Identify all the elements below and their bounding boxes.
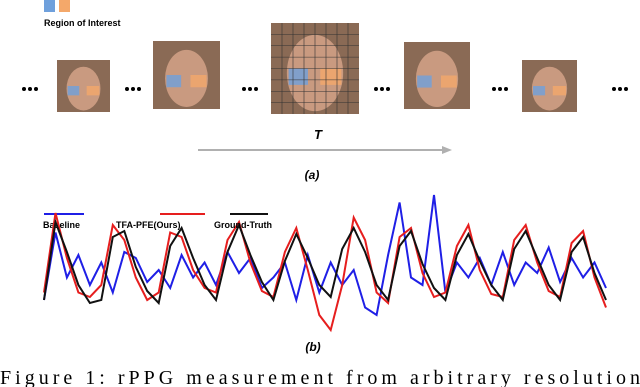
ellipsis-dot — [618, 87, 622, 91]
face — [165, 49, 208, 107]
face — [415, 50, 459, 107]
roi-label: Region of Interest — [44, 18, 121, 28]
caption: Figure 1: rPPG measurement from arbitrar… — [0, 367, 640, 387]
face-frames — [22, 23, 628, 114]
ellipsis-dot — [28, 87, 32, 91]
roi-swatch — [44, 0, 55, 12]
signal-line — [43, 194, 607, 317]
roi — [552, 86, 566, 96]
face — [66, 66, 101, 111]
ellipsis-dot — [504, 87, 508, 91]
ellipsis-dot — [374, 87, 378, 91]
ellipsis-dot — [386, 87, 390, 91]
ellipsis-dot — [612, 87, 616, 91]
signal-line — [43, 218, 607, 306]
legend-label: Ground-Truth — [214, 220, 272, 230]
ellipsis-dot — [34, 87, 38, 91]
ellipsis-dot — [248, 87, 252, 91]
ellipsis-dot — [137, 87, 141, 91]
signal-line — [43, 212, 607, 333]
roi — [67, 86, 80, 96]
ellipsis-dot — [624, 87, 628, 91]
roi — [440, 75, 457, 88]
ellipsis-dot — [131, 87, 135, 91]
arrow-head — [442, 146, 452, 154]
legend-label: TFA-PFE(Ours) — [116, 220, 181, 230]
ellipsis-dot — [242, 87, 246, 91]
roi-legend: Region of Interest — [44, 0, 121, 28]
roi — [533, 86, 546, 96]
roi — [417, 75, 432, 88]
panel-label: (a) — [305, 168, 320, 182]
roi — [166, 75, 182, 88]
roi — [320, 68, 342, 85]
roi — [190, 75, 207, 88]
face — [531, 66, 568, 111]
legend-label: Baseline — [43, 220, 80, 230]
ellipsis-dot — [22, 87, 26, 91]
ellipsis-dot — [254, 87, 258, 91]
ellipsis-dot — [125, 87, 129, 91]
roi — [288, 68, 308, 85]
roi — [86, 86, 100, 96]
panel-label: (b) — [305, 340, 320, 354]
ellipsis-dot — [380, 87, 384, 91]
roi-swatch — [59, 0, 70, 12]
ellipsis-dot — [498, 87, 502, 91]
time-label: T — [314, 127, 323, 142]
ellipsis-dot — [492, 87, 496, 91]
